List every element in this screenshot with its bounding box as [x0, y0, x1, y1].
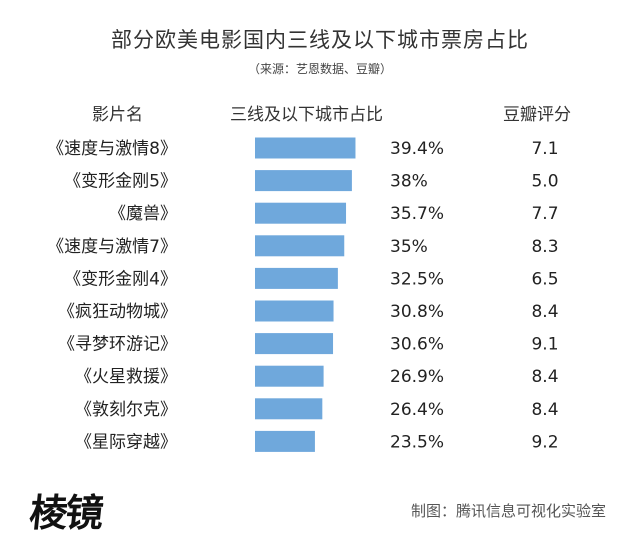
- rating-value: 8.3: [531, 237, 558, 257]
- share-bar: [255, 137, 356, 159]
- film-label: 《寻梦环游记》: [58, 335, 177, 355]
- film-label: 《变形金刚4》: [64, 269, 177, 289]
- share-bar: [255, 235, 345, 257]
- rating-value: 9.1: [531, 335, 558, 355]
- share-value-label: 35%: [390, 237, 428, 257]
- film-label: 《疯狂动物城》: [58, 302, 177, 322]
- header-rating: 豆瓣评分: [503, 105, 571, 125]
- share-value-label: 26.4%: [390, 400, 444, 420]
- share-bar: [255, 333, 334, 355]
- share-bar: [255, 202, 347, 224]
- rating-value: 6.5: [531, 269, 558, 289]
- chart-source: （来源：艺恩数据、豆瓣）: [247, 62, 392, 76]
- chart-title: 部分欧美电影国内三线及以下城市票房占比: [111, 28, 529, 52]
- rating-value: 8.4: [531, 400, 558, 420]
- share-bar: [255, 170, 352, 192]
- film-label: 《敦刻尔克》: [75, 400, 177, 420]
- rating-value: 5.0: [531, 172, 558, 192]
- film-label: 《速度与激情7》: [47, 237, 177, 257]
- share-bar: [255, 300, 334, 322]
- share-value-label: 30.6%: [390, 335, 444, 355]
- share-value-label: 32.5%: [390, 269, 444, 289]
- share-value-label: 35.7%: [390, 204, 444, 224]
- chart-credit: 制图：腾讯信息可视化实验室: [410, 502, 606, 520]
- share-value-label: 38%: [390, 172, 428, 192]
- film-label: 《魔兽》: [109, 204, 177, 224]
- share-bar: [255, 365, 324, 387]
- share-value-label: 26.9%: [390, 367, 444, 387]
- rating-value: 7.1: [531, 139, 558, 159]
- rating-value: 9.2: [531, 432, 558, 452]
- film-label: 《速度与激情8》: [47, 139, 177, 159]
- rating-value: 7.7: [531, 204, 558, 224]
- film-label: 《星际穿越》: [75, 432, 177, 452]
- header-share: 三线及以下城市占比: [230, 105, 383, 125]
- rating-value: 8.4: [531, 302, 558, 322]
- bar-chart: 《速度与激情8》 39.4% 7.1 《变形金刚5》 38% 5.0 《魔兽》 35.7% 7.…: [47, 137, 559, 452]
- share-bar: [255, 430, 315, 452]
- share-value-label: 30.8%: [390, 302, 444, 322]
- prism-logo: 棱镜: [27, 491, 104, 535]
- film-label: 《变形金刚5》: [64, 172, 177, 192]
- header-film: 影片名: [92, 105, 143, 125]
- share-value-label: 39.4%: [390, 139, 444, 159]
- share-bar: [255, 267, 338, 289]
- share-value-label: 23.5%: [390, 432, 444, 452]
- share-bar: [255, 398, 323, 420]
- rating-value: 8.4: [531, 367, 558, 387]
- film-label: 《火星救援》: [75, 367, 177, 387]
